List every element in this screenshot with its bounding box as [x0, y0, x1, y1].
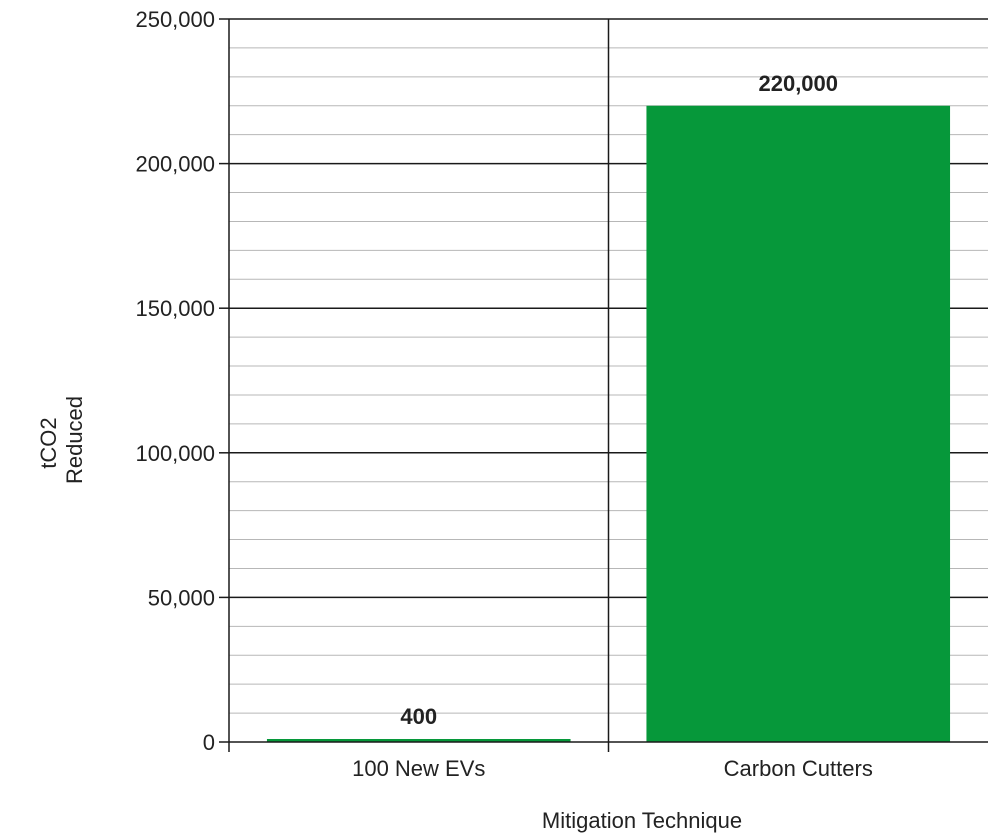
y-axis-title-line-2: Reduced: [62, 396, 87, 484]
y-tick-label: 0: [203, 730, 215, 755]
x-axis-tick-labels: 100 New EVs Carbon Cutters: [352, 756, 873, 781]
bar-value-label: 400: [400, 704, 437, 729]
y-tick-label: 250,000: [135, 7, 215, 32]
x-tick-label: 100 New EVs: [352, 756, 485, 781]
x-axis-title: Mitigation Technique: [542, 808, 742, 833]
y-tick-label: 150,000: [135, 296, 215, 321]
bar: [266, 739, 571, 742]
data-labels: 400 220,000: [400, 71, 838, 729]
axes: [228, 19, 988, 752]
bars: [266, 105, 951, 742]
y-tick-label: 100,000: [135, 441, 215, 466]
y-axis-ticks: 0 50,000 100,000 150,000 200,000 250,000: [135, 7, 229, 755]
bar: [646, 105, 951, 742]
y-axis-title: tCO2 Reduced: [36, 396, 87, 484]
y-tick-label: 50,000: [148, 585, 215, 610]
bar-value-label: 220,000: [758, 71, 838, 96]
y-axis-title-line-1: tCO2: [36, 417, 61, 468]
x-tick-label: Carbon Cutters: [724, 756, 873, 781]
y-tick-label: 200,000: [135, 152, 215, 177]
